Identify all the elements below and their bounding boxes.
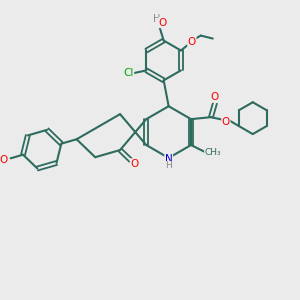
Text: CH₃: CH₃ xyxy=(205,148,221,158)
Text: O: O xyxy=(159,18,167,28)
Text: N: N xyxy=(165,154,172,164)
Text: O: O xyxy=(0,155,8,165)
Text: O: O xyxy=(130,159,139,169)
Text: H: H xyxy=(165,161,172,170)
Text: Cl: Cl xyxy=(123,68,134,78)
Text: O: O xyxy=(211,92,219,102)
Text: H: H xyxy=(153,14,160,24)
Text: O: O xyxy=(188,37,196,46)
Text: O: O xyxy=(222,117,230,127)
